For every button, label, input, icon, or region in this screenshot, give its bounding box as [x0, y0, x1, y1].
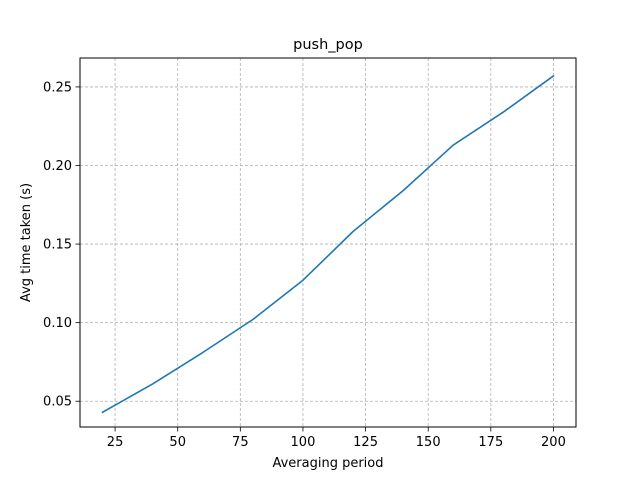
y-tick-label: 0.15 [43, 238, 72, 253]
series-line [101, 74, 555, 414]
y-tick-label: 0.25 [43, 80, 72, 95]
ticks: 25 50 75 100 125 150 175 200 0.05 0.10 0.15 0.20 0.2… [43, 80, 566, 450]
y-tick-label: 0.05 [43, 395, 72, 410]
x-tick-label: 175 [478, 435, 503, 450]
x-tick-label: 75 [232, 435, 249, 450]
x-tick-label: 50 [169, 435, 186, 450]
series-layer [101, 74, 555, 414]
x-tick-label: 150 [416, 435, 441, 450]
x-tick-label: 100 [291, 435, 316, 450]
chart-title: push_pop [293, 37, 363, 53]
y-tick-label: 0.10 [43, 316, 72, 331]
x-axis-label: Averaging period [272, 456, 383, 471]
plot-frame [79, 57, 577, 428]
y-tick-label: 0.20 [43, 159, 72, 174]
x-tick-label: 125 [353, 435, 378, 450]
x-tick-label: 25 [107, 435, 124, 450]
y-axis-label: Avg time taken (s) [19, 183, 34, 302]
grid [80, 58, 576, 427]
x-tick-label: 200 [541, 435, 566, 450]
